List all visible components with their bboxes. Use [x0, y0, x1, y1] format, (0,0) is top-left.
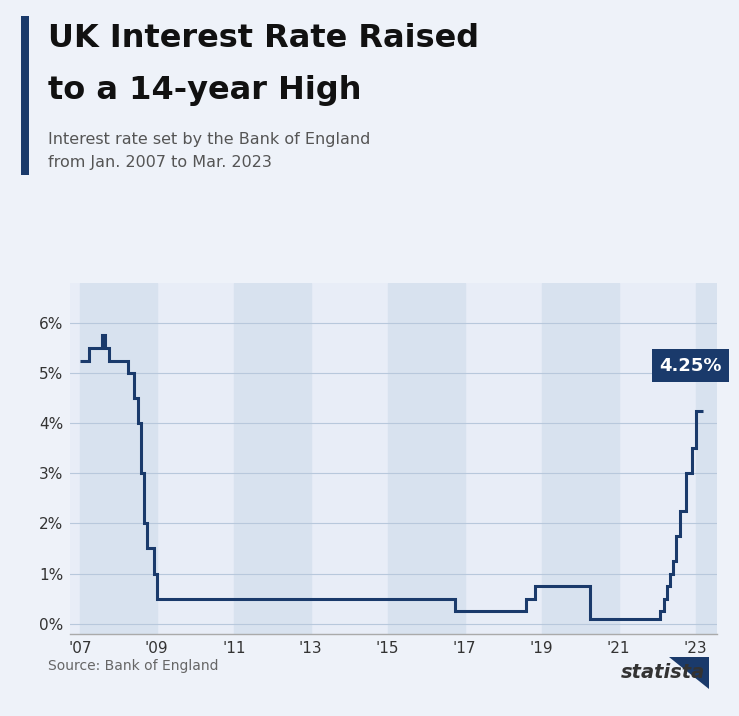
Polygon shape	[669, 657, 709, 689]
Text: to a 14-year High: to a 14-year High	[48, 75, 361, 106]
Text: 4.25%: 4.25%	[659, 357, 721, 374]
Text: Source: Bank of England: Source: Bank of England	[48, 659, 219, 673]
Bar	[388, 283, 465, 634]
Text: UK Interest Rate Raised: UK Interest Rate Raised	[48, 23, 479, 54]
Text: statista: statista	[621, 662, 705, 682]
Bar	[80, 283, 157, 634]
Text: Interest rate set by the Bank of England
from Jan. 2007 to Mar. 2023: Interest rate set by the Bank of England…	[48, 132, 370, 170]
Bar	[542, 283, 619, 634]
Bar	[695, 283, 739, 634]
Bar	[234, 283, 311, 634]
